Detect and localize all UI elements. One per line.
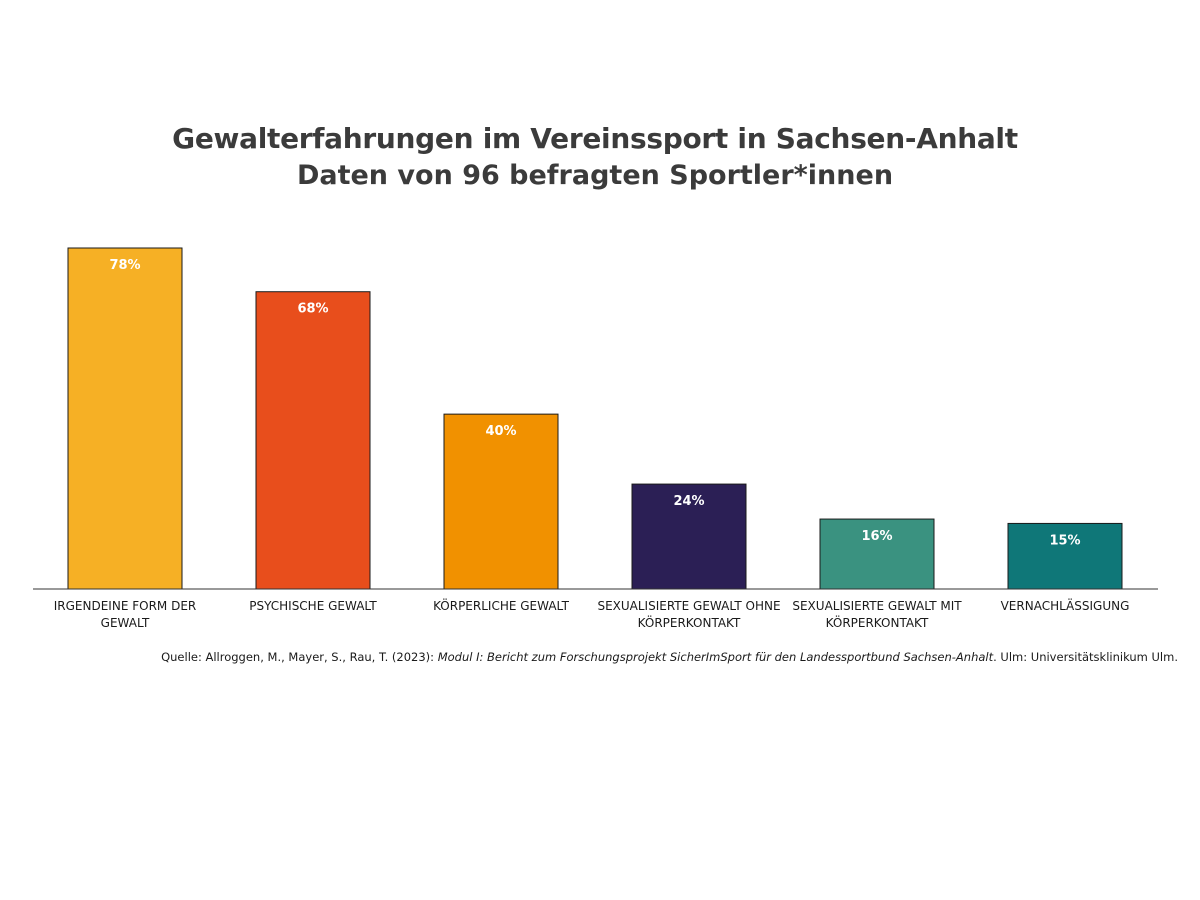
category-label: IRGENDEINE FORM DER <box>54 599 196 613</box>
category-label: KÖRPERKONTAKT <box>638 614 741 630</box>
category-label: PSYCHISCHE GEWALT <box>249 599 377 613</box>
source-title: Modul I: Bericht zum Forschungsprojekt S… <box>437 650 994 664</box>
bar-value-label: 16% <box>861 529 892 544</box>
bar <box>443 413 559 590</box>
category-label: KÖRPERLICHE GEWALT <box>433 597 570 613</box>
bar <box>67 247 183 590</box>
bar-value-label: 78% <box>109 258 140 273</box>
category-label: SEXUALISIERTE GEWALT MIT <box>792 599 962 613</box>
source-prefix: Quelle: Allroggen, M., Mayer, S., Rau, T… <box>161 650 438 664</box>
category-label: GEWALT <box>101 616 150 630</box>
category-labels-group: IRGENDEINE FORM DER GEWALT PSYCHISCHE GEWA… <box>54 597 1130 630</box>
bar-value-label: 68% <box>297 302 328 317</box>
category-label: KÖRPERKONTAKT <box>826 614 929 630</box>
bar <box>255 291 371 590</box>
category-label: SEXUALISIERTE GEWALT OHNE <box>597 599 780 613</box>
chart-title: Gewalterfahrungen im Vereinssport in Sac… <box>172 122 1018 155</box>
bar <box>819 518 935 590</box>
source-suffix: . Ulm: Universitätsklinikum Ulm. <box>993 650 1178 664</box>
bar-value-label: 15% <box>1049 533 1080 548</box>
source-note: Quelle: Allroggen, M., Mayer, S., Rau, T… <box>161 650 1178 664</box>
category-label: VERNACHLÄSSIGUNG <box>1001 598 1130 613</box>
bar-value-label: 40% <box>485 424 516 439</box>
bar-value-label: 24% <box>673 494 704 509</box>
bars-group: 78% 68% 40% 24% 16% 15% <box>67 247 1123 590</box>
chart-subtitle: Daten von 96 befragten Sportler*innen <box>296 160 894 191</box>
bar <box>1007 522 1123 590</box>
